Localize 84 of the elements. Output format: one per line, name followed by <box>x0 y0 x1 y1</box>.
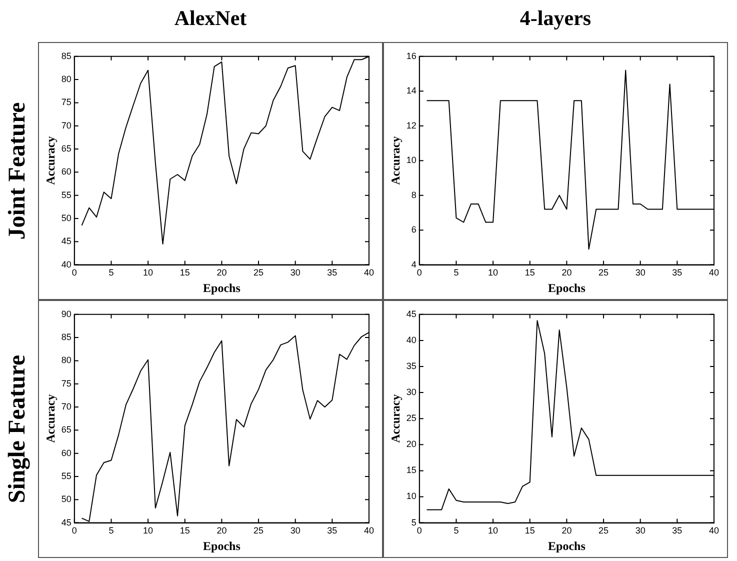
x-tick-label: 0 <box>72 526 77 536</box>
y-tick-label: 55 <box>61 470 72 481</box>
y-tick-label: 12 <box>406 120 416 130</box>
y-tick-label: 4 <box>411 259 416 270</box>
y-tick-label: 40 <box>61 259 72 270</box>
x-tick-label: 5 <box>454 526 459 536</box>
y-tick-label: 75 <box>61 97 72 108</box>
y-tick-label: 60 <box>61 448 72 458</box>
y-tick-label: 45 <box>61 517 72 528</box>
x-tick-label: 25 <box>254 268 264 278</box>
y-tick-label: 70 <box>61 402 72 412</box>
x-tick-label: 5 <box>108 526 114 536</box>
x-tick-label: 25 <box>598 526 609 536</box>
y-tick-label: 16 <box>406 50 416 61</box>
y-tick-label: 45 <box>61 236 72 246</box>
y-tick-label: 85 <box>61 50 72 61</box>
x-tick-label: 30 <box>290 268 300 278</box>
y-tick-label: 14 <box>406 86 416 96</box>
x-tick-label: 25 <box>598 268 609 278</box>
y-tick-label: 85 <box>61 332 72 342</box>
y-tick-label: 60 <box>61 166 72 177</box>
y-axis-title: Accuracy <box>388 136 402 185</box>
x-tick-label: 10 <box>488 526 498 536</box>
y-tick-label: 80 <box>61 355 72 366</box>
y-tick-label: 10 <box>406 155 416 166</box>
chart-title: 4-layers <box>518 6 592 31</box>
x-tick-label: 10 <box>488 268 498 278</box>
x-tick-label: 35 <box>672 526 682 536</box>
x-tick-label: 30 <box>290 526 300 536</box>
x-tick-label: 40 <box>708 268 719 278</box>
x-tick-label: 35 <box>327 268 338 278</box>
x-tick-label: 5 <box>454 268 459 278</box>
y-tick-label: 50 <box>61 494 72 504</box>
x-tick-label: 15 <box>180 268 190 278</box>
x-tick-label: 15 <box>180 526 190 536</box>
y-axis-title: Accuracy <box>43 136 58 185</box>
y-tick-label: 10 <box>406 491 416 502</box>
chart-title: AlexNet <box>173 6 248 31</box>
x-tick-label: 15 <box>524 268 535 278</box>
y-tick-label: 8 <box>411 190 416 200</box>
y-tick-label: 20 <box>406 439 416 450</box>
y-axis-title: Accuracy <box>43 394 58 443</box>
x-tick-label: 20 <box>562 268 572 278</box>
x-tick-label: 20 <box>562 526 572 536</box>
x-tick-label: 40 <box>364 268 374 278</box>
x-tick-label: 10 <box>143 268 154 278</box>
x-tick-label: 20 <box>216 526 227 536</box>
y-tick-label: 40 <box>406 334 416 345</box>
x-tick-label: 35 <box>327 526 338 536</box>
x-tick-label: 30 <box>635 268 646 278</box>
x-tick-label: 35 <box>672 268 682 278</box>
y-axis-title: Accuracy <box>388 394 402 443</box>
x-tick-label: 30 <box>635 526 646 536</box>
x-tick-label: 0 <box>416 526 422 536</box>
x-tick-label: 20 <box>216 268 227 278</box>
y-tick-label: 75 <box>61 378 72 388</box>
y-tick-label: 35 <box>406 360 416 371</box>
x-tick-label: 40 <box>708 526 719 536</box>
y-tick-label: 55 <box>61 190 72 200</box>
y-tick-label: 30 <box>406 387 416 398</box>
x-axis-title: Epochs <box>548 280 586 295</box>
y-tick-label: 65 <box>61 424 72 435</box>
x-tick-label: 0 <box>72 268 77 278</box>
y-tick-label: 90 <box>61 308 72 319</box>
y-tick-label: 65 <box>61 144 72 154</box>
y-tick-label: 5 <box>411 517 416 528</box>
x-tick-label: 5 <box>108 268 114 278</box>
x-tick-label: 10 <box>143 526 154 536</box>
x-axis-title: Epochs <box>548 538 586 553</box>
y-tick-label: 15 <box>406 465 416 476</box>
x-tick-label: 25 <box>254 526 264 536</box>
y-tick-label: 25 <box>406 413 416 424</box>
y-tick-label: 50 <box>61 212 72 223</box>
x-axis-title: Epochs <box>203 280 241 295</box>
x-tick-label: 15 <box>524 526 535 536</box>
y-tick-label: 6 <box>411 224 416 235</box>
text: Joint Feature <box>4 102 32 240</box>
x-axis-title: Epochs <box>203 538 241 553</box>
x-tick-label: 40 <box>364 526 374 536</box>
y-tick-label: 45 <box>406 308 416 319</box>
x-tick-label: 0 <box>416 268 422 278</box>
text: Single Feature <box>4 354 32 504</box>
y-tick-label: 70 <box>61 120 72 130</box>
y-tick-label: 80 <box>61 74 72 84</box>
